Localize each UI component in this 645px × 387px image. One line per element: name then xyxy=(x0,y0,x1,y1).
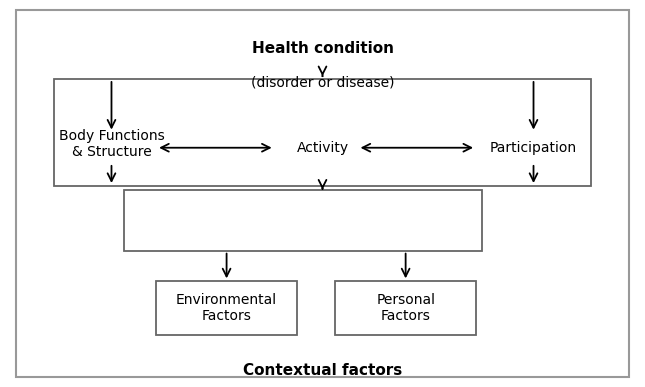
Text: Participation: Participation xyxy=(490,141,577,155)
Text: Body Functions
& Structure: Body Functions & Structure xyxy=(59,129,164,159)
Bar xyxy=(124,190,482,251)
Text: Contextual factors: Contextual factors xyxy=(243,363,402,378)
Text: Personal
Factors: Personal Factors xyxy=(376,293,435,323)
Bar xyxy=(335,281,476,335)
Bar xyxy=(54,79,591,186)
Text: Health condition: Health condition xyxy=(252,41,393,56)
Text: Activity: Activity xyxy=(297,141,348,155)
Bar xyxy=(156,281,297,335)
FancyBboxPatch shape xyxy=(15,10,630,377)
Text: (disorder or disease): (disorder or disease) xyxy=(251,76,394,90)
Text: Environmental
Factors: Environmental Factors xyxy=(176,293,277,323)
